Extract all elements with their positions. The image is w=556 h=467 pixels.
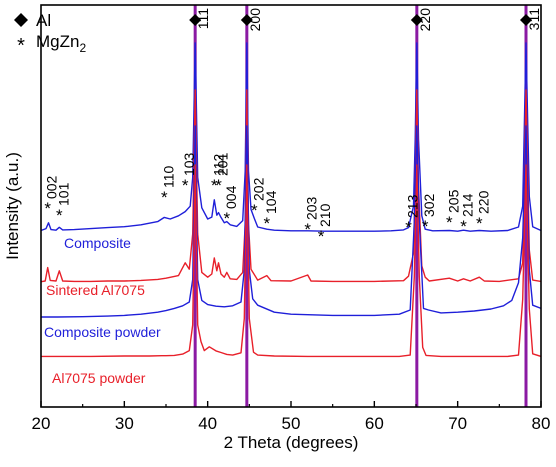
al-peak-label: 111 [195,8,211,29]
mgzn2-peak-marker: * [215,176,222,195]
y-axis-title: Intensity (a.u.) [3,152,22,260]
mgzn2-peak-marker: * [161,188,168,207]
mgzn2-peak-marker: * [56,206,63,225]
x-tick-label: 80 [532,414,551,433]
mgzn2-peak-label: 110 [160,165,176,188]
legend-diamond-marker [14,13,28,27]
legend-label-al: Al [36,11,51,30]
x-tick-label: 50 [282,414,301,433]
x-axis-title: 2 Theta (degrees) [224,433,359,452]
x-tick-label: 40 [198,414,217,433]
mgzn2-peak-marker: * [224,209,231,228]
mgzn2-peak-marker: * [44,199,51,218]
al-peak-marker [189,14,202,26]
mgzn2-peak-label: 104 [263,190,279,214]
mgzn2-peak-marker: * [182,176,189,195]
mgzn2-peak-marker: * [211,176,218,195]
legend-asterisk-marker: * [17,35,25,57]
al-peak-label: 220 [417,8,433,32]
mgzn2-peak-label: 213 [405,194,421,218]
series-label: Sintered Al7075 [46,282,145,298]
mgzn2-peak-label: 004 [223,185,239,209]
legend: Al * MgZn2 [14,11,86,57]
mgzn2-peak-label: 302 [421,193,437,217]
mgzn2-peak-marker: * [476,214,483,233]
mgzn2-peak-label: 002 [44,175,60,199]
legend-label-mgzn2: MgZn2 [36,32,86,55]
series-label: Composite [64,235,131,251]
mgzn2-peak-label: 203 [304,196,320,220]
series-line [41,125,541,318]
series-layer [41,42,541,358]
al-peak-marker [410,14,423,26]
mgzn2-peak-label: 220 [475,190,491,214]
mgzn2-peak-marker: * [446,213,453,232]
x-tick-label: 20 [32,414,51,433]
x-tick-label: 60 [365,414,384,433]
mgzn2-peak-label: 214 [460,193,476,217]
mgzn2-peak-marker: * [318,227,325,246]
mgzn2-peak-marker: * [460,217,467,236]
mgzn2-peak-marker: * [405,218,412,237]
x-tick-label: 30 [115,414,134,433]
mgzn2-peak-label: 210 [317,203,333,227]
series-label: Al7075 powder [52,370,146,386]
peak-labels: 111 200 220 311*002*101 *110 *103*112*201*004… [44,8,542,246]
series-line [41,164,541,358]
mgzn2-peak-label: 202 [250,177,266,201]
al-peak-marker [240,14,253,26]
al-peak-marker [520,14,532,26]
x-axis: 20 30 40 50 60 70 80 [32,401,551,433]
mgzn2-peak-marker: * [264,214,271,233]
mgzn2-peak-marker: * [251,201,258,220]
mgzn2-peak-marker: * [422,217,429,236]
series-label: Composite powder [44,324,161,340]
mgzn2-peak-label: 112 [210,153,226,176]
mgzn2-peak-label: 101 [55,182,71,206]
mgzn2-peak-label: 103 [181,152,197,176]
mgzn2-peak-label: 201 [215,152,231,176]
x-tick-label: 70 [448,414,467,433]
series-labels: Composite Sintered Al7075 Composite powder… [44,235,161,386]
series-line [41,89,541,283]
mgzn2-peak-label: 205 [445,189,461,213]
mgzn2-peak-marker: * [304,220,311,239]
al-peak-label: 200 [247,8,263,32]
al-peak-label: 311 [526,8,542,31]
